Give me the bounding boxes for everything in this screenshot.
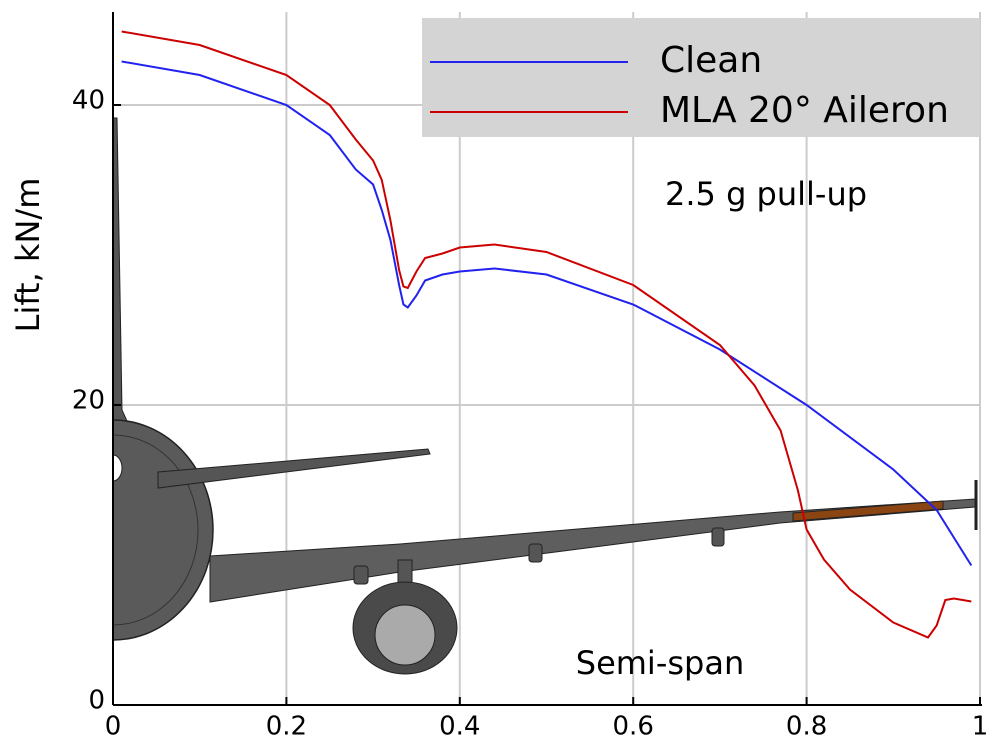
annotation: 2.5 g pull-up bbox=[665, 175, 867, 213]
engine-inlet bbox=[374, 604, 436, 666]
y-tick-label: 20 bbox=[72, 386, 105, 416]
aileron bbox=[792, 500, 944, 522]
x-tick-label: 0.2 bbox=[266, 712, 307, 742]
aircraft bbox=[113, 117, 978, 675]
legend-label: Clean bbox=[660, 40, 762, 81]
vertical-tail bbox=[113, 117, 133, 433]
fuselage-ring bbox=[113, 434, 199, 626]
y-tick-label: 0 bbox=[88, 686, 105, 716]
x-tick-label: 1 bbox=[972, 712, 989, 742]
x-tick-label: 0 bbox=[105, 712, 122, 742]
plot-lines bbox=[121, 30, 973, 639]
window bbox=[113, 454, 123, 482]
x-tick-label: 0.8 bbox=[786, 712, 827, 742]
legend-label: MLA 20° Aileron bbox=[660, 90, 949, 131]
labels: 0 0.2 0.4 0.6 0.8 1 0 20 40 Clean MLA 20° Aileron bbox=[72, 40, 988, 742]
legend-box bbox=[422, 18, 980, 137]
x-tick-label: 0.4 bbox=[439, 712, 480, 742]
flap-fairing bbox=[711, 527, 725, 547]
flap-fairing bbox=[353, 565, 369, 585]
x-axis-label: Semi-span bbox=[576, 644, 744, 682]
series-line bbox=[121, 60, 973, 567]
flap-fairing bbox=[528, 543, 543, 563]
series-line bbox=[121, 30, 972, 639]
stabilizer bbox=[157, 448, 431, 489]
y-tick-label: 40 bbox=[72, 86, 105, 116]
x-tick-label: 0.6 bbox=[613, 712, 654, 742]
y-axis-label: Lift, kN/m bbox=[9, 178, 47, 333]
